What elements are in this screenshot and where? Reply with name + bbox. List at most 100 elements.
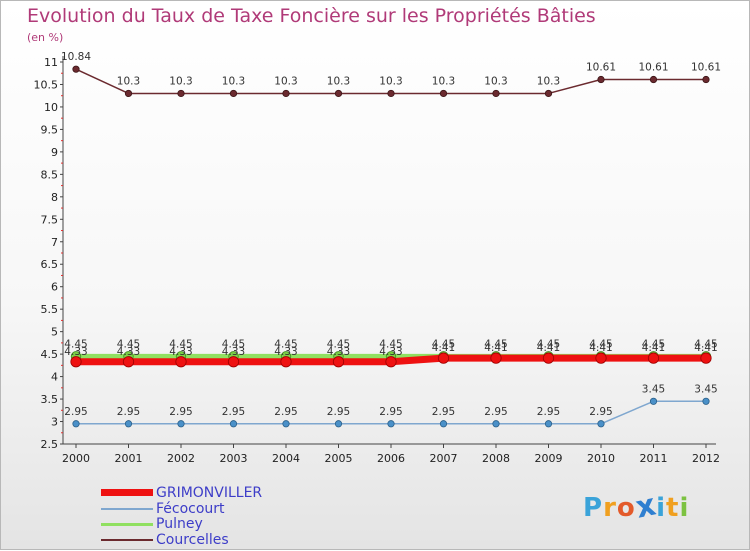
data-point-courcelles	[649, 75, 658, 84]
x-tick-label: 2008	[482, 452, 510, 465]
data-label-grimonviller: 4.41	[694, 342, 717, 354]
data-label-grimonviller: 4.33	[274, 346, 297, 358]
data-point-courcelles	[597, 75, 605, 84]
data-point-courcelles	[702, 75, 710, 84]
data-point-courcelles	[72, 65, 80, 73]
legend-label-courcelles: Courcelles	[156, 531, 229, 548]
y-tick-label: 4	[51, 371, 58, 384]
x-tick-label: 2001	[115, 452, 143, 465]
data-label-pulney: 4.45	[274, 338, 297, 350]
data-label-pulney: 4.45	[537, 338, 560, 350]
data-label-grimonviller: 4.41	[537, 342, 560, 354]
data-label-pulney: 4.45	[379, 338, 402, 350]
legend-swatch-f-cocourt	[101, 507, 153, 510]
data-point-courcelles	[544, 89, 553, 98]
data-point-courcelles	[177, 89, 185, 98]
data-label-pulney: 4.45	[169, 338, 192, 350]
data-point-grimonviller	[385, 356, 397, 368]
data-label-f-cocourt: 3.45	[694, 383, 717, 395]
x-tick-label: 2007	[430, 452, 458, 465]
data-point-f-cocourt	[334, 420, 343, 428]
data-label-courcelles: 10.3	[222, 75, 245, 87]
x-tick-label: 2009	[535, 452, 563, 465]
y-tick-label: 7.5	[41, 213, 59, 226]
data-label-grimonviller: 4.33	[117, 346, 140, 358]
data-point-f-cocourt	[72, 420, 80, 428]
data-point-f-cocourt	[544, 420, 553, 428]
data-point-courcelles	[229, 89, 238, 98]
y-tick-label: 5.5	[41, 303, 59, 316]
data-label-grimonviller: 4.41	[642, 342, 665, 354]
data-label-pulney: 4.45	[589, 338, 612, 350]
x-tick-label: 2003	[220, 452, 248, 465]
data-label-f-cocourt: 2.95	[432, 406, 455, 418]
data-label-pulney: 4.45	[117, 338, 140, 350]
data-label-pulney: 4.45	[327, 338, 350, 350]
data-label-courcelles: 10.3	[327, 75, 350, 87]
x-tick-label: 2002	[167, 452, 195, 465]
data-point-f-cocourt	[229, 420, 238, 428]
y-tick-label: 7	[51, 236, 58, 249]
data-label-courcelles: 10.3	[274, 75, 297, 87]
data-point-f-cocourt	[282, 420, 290, 428]
data-label-f-cocourt: 2.95	[117, 406, 140, 418]
data-point-grimonviller	[542, 352, 555, 364]
y-tick-label: 5	[51, 326, 58, 339]
data-label-grimonviller: 4.33	[169, 346, 192, 358]
data-point-grimonviller	[595, 352, 607, 364]
data-point-f-cocourt	[702, 397, 710, 405]
logo-letter: P	[583, 493, 604, 523]
data-label-f-cocourt: 2.95	[64, 406, 87, 418]
data-point-f-cocourt	[124, 420, 133, 428]
y-tick-label: 4.5	[41, 348, 59, 361]
data-label-f-cocourt: 2.95	[169, 406, 192, 418]
data-label-f-cocourt: 2.95	[222, 406, 245, 418]
data-label-f-cocourt: 2.95	[327, 406, 350, 418]
y-tick-label: 8	[51, 191, 58, 204]
legend-label-pulney: Pulney	[156, 516, 203, 532]
y-tick-label: 3	[51, 416, 58, 429]
data-label-courcelles: 10.3	[169, 75, 192, 87]
data-label-grimonviller: 4.41	[589, 342, 612, 354]
legend-label-f-cocourt: Fécocourt	[156, 500, 225, 517]
data-label-f-cocourt: 2.95	[589, 406, 612, 418]
data-label-f-cocourt: 2.95	[379, 406, 402, 418]
data-point-grimonviller	[175, 356, 187, 368]
x-tick-label: 2011	[640, 452, 668, 465]
data-label-grimonviller: 4.41	[484, 342, 507, 354]
data-point-grimonviller	[437, 352, 450, 364]
data-point-courcelles	[124, 89, 133, 98]
logo-letter: i	[656, 493, 667, 523]
y-tick-label: 6	[51, 281, 58, 294]
data-point-courcelles	[387, 89, 395, 98]
data-point-grimonviller	[332, 356, 345, 368]
x-tick-label: 2005	[325, 452, 353, 465]
y-tick-label: 3.5	[41, 393, 59, 406]
data-label-courcelles: 10.61	[586, 62, 616, 74]
legend-label-grimonviller: GRIMONVILLER	[156, 485, 263, 501]
y-tick-label: 9.5	[41, 123, 59, 136]
data-point-grimonviller	[700, 352, 712, 364]
data-label-pulney: 4.45	[694, 338, 717, 350]
x-tick-label: 2006	[377, 452, 405, 465]
chart-title: Evolution du Taux de Taxe Foncière sur l…	[27, 5, 596, 27]
data-point-grimonviller	[122, 356, 135, 368]
y-tick-label: 10	[44, 101, 58, 114]
y-tick-label: 6.5	[41, 258, 59, 271]
data-label-grimonviller: 4.41	[432, 342, 455, 354]
data-label-courcelles: 10.61	[638, 62, 668, 74]
legend-swatch-pulney	[101, 523, 153, 526]
y-tick-label: 8.5	[41, 168, 59, 181]
data-label-f-cocourt: 3.45	[642, 383, 665, 395]
data-point-grimonviller	[647, 352, 660, 364]
legend-swatch-grimonviller	[101, 489, 153, 496]
data-point-courcelles	[282, 89, 290, 98]
data-point-courcelles	[492, 89, 500, 98]
y-tick-label: 11	[44, 56, 58, 69]
logo-letter: o	[616, 493, 636, 523]
data-label-courcelles: 10.84	[61, 51, 91, 63]
data-label-pulney: 4.45	[222, 338, 245, 350]
data-point-f-cocourt	[597, 420, 605, 428]
y-tick-label: 10.5	[34, 78, 59, 91]
